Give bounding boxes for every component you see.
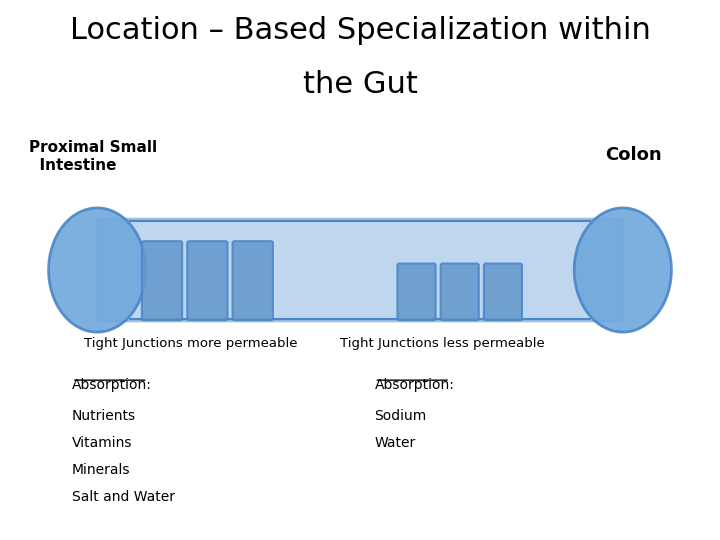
FancyBboxPatch shape [484,264,522,320]
Text: Proximal Small
  Intestine: Proximal Small Intestine [29,140,157,173]
Text: Sodium: Sodium [374,409,427,423]
FancyBboxPatch shape [233,241,273,320]
Text: Minerals: Minerals [72,463,130,477]
Text: Location – Based Specialization within: Location – Based Specialization within [70,16,650,45]
Ellipse shape [575,208,672,332]
FancyBboxPatch shape [187,241,228,320]
Text: Tight Junctions more permeable: Tight Junctions more permeable [84,338,297,350]
Text: Nutrients: Nutrients [72,409,136,423]
Text: Salt and Water: Salt and Water [72,490,175,504]
Ellipse shape [49,208,145,332]
Text: Absorption:: Absorption: [72,378,152,392]
Text: Vitamins: Vitamins [72,436,132,450]
Text: Water: Water [374,436,415,450]
FancyBboxPatch shape [441,264,479,320]
Text: Tight Junctions less permeable: Tight Junctions less permeable [341,338,545,350]
FancyBboxPatch shape [97,219,623,321]
Text: Absorption:: Absorption: [374,378,454,392]
FancyBboxPatch shape [397,264,436,320]
FancyBboxPatch shape [142,241,182,320]
Text: the Gut: the Gut [302,70,418,99]
Text: Colon: Colon [606,146,662,164]
